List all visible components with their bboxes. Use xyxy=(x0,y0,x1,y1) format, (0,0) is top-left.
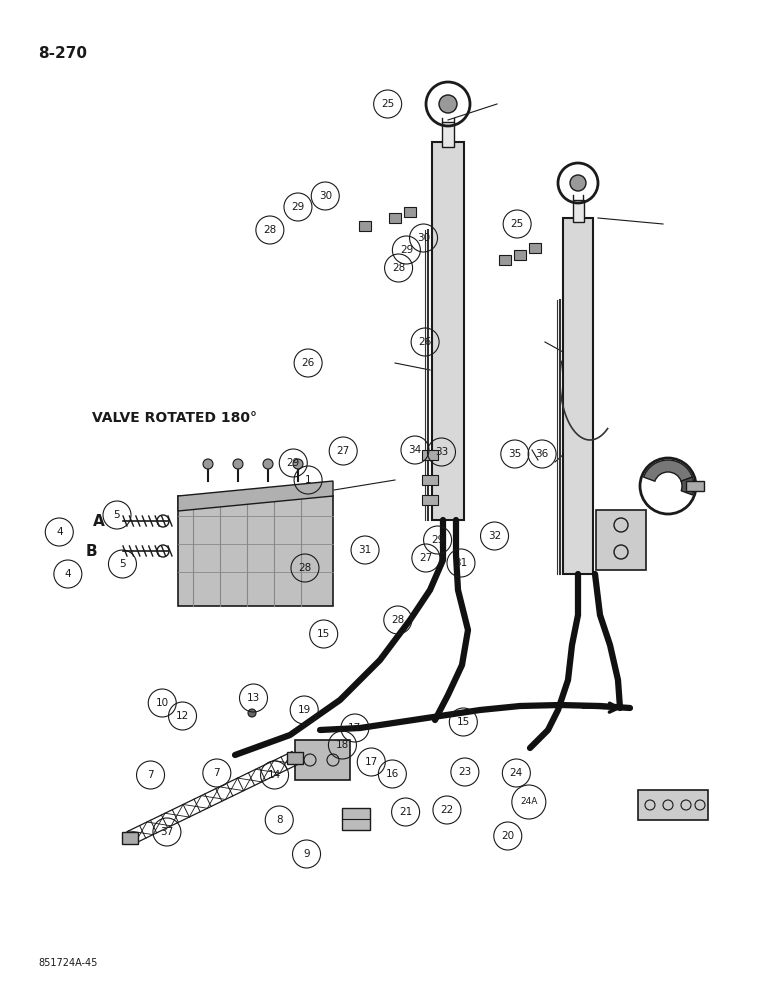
Bar xyxy=(122,832,138,844)
Text: 5: 5 xyxy=(114,510,120,520)
Text: 15: 15 xyxy=(317,629,330,639)
Text: 33: 33 xyxy=(435,447,448,457)
Text: 28: 28 xyxy=(299,563,311,573)
Wedge shape xyxy=(681,477,694,495)
Bar xyxy=(389,213,401,223)
Text: 4: 4 xyxy=(65,569,71,579)
Circle shape xyxy=(248,709,256,717)
Text: VALVE ROTATED 180°: VALVE ROTATED 180° xyxy=(92,411,257,425)
Text: 14: 14 xyxy=(268,770,281,780)
Text: 29: 29 xyxy=(400,245,413,255)
Text: 4: 4 xyxy=(56,527,62,537)
Wedge shape xyxy=(644,460,693,481)
Text: 25: 25 xyxy=(381,99,394,109)
Bar xyxy=(499,255,511,265)
Text: 21: 21 xyxy=(399,807,412,817)
Bar xyxy=(686,481,704,491)
Text: 22: 22 xyxy=(441,805,453,815)
Bar xyxy=(404,207,416,217)
Text: 5: 5 xyxy=(119,559,126,569)
Text: B: B xyxy=(86,544,98,558)
Text: 10: 10 xyxy=(156,698,168,708)
Text: 28: 28 xyxy=(264,225,276,235)
Text: 30: 30 xyxy=(319,191,332,201)
Bar xyxy=(422,475,438,485)
Text: 19: 19 xyxy=(298,705,310,715)
Text: 34: 34 xyxy=(409,445,421,455)
Text: 29: 29 xyxy=(431,535,444,545)
Text: 17: 17 xyxy=(349,723,361,733)
Text: 1: 1 xyxy=(305,475,311,485)
Text: 9: 9 xyxy=(303,849,310,859)
FancyBboxPatch shape xyxy=(178,496,333,606)
Text: 7: 7 xyxy=(214,768,220,778)
Text: 24: 24 xyxy=(510,768,523,778)
Text: 16: 16 xyxy=(386,769,399,779)
Text: 15: 15 xyxy=(457,717,470,727)
Bar xyxy=(563,218,593,574)
Text: 25: 25 xyxy=(511,219,523,229)
Text: 27: 27 xyxy=(420,553,432,563)
Circle shape xyxy=(439,95,457,113)
Text: 7: 7 xyxy=(147,770,154,780)
Text: 28: 28 xyxy=(392,615,404,625)
Circle shape xyxy=(233,459,243,469)
Bar xyxy=(514,250,526,260)
Bar xyxy=(432,142,464,520)
Text: 30: 30 xyxy=(417,233,430,243)
Text: 17: 17 xyxy=(365,757,378,767)
Bar xyxy=(342,808,370,830)
Text: 26: 26 xyxy=(302,358,314,368)
Text: 13: 13 xyxy=(247,693,260,703)
Text: 35: 35 xyxy=(509,449,521,459)
Bar xyxy=(596,510,646,570)
Text: 8: 8 xyxy=(276,815,282,825)
Text: 26: 26 xyxy=(419,337,431,347)
Text: A: A xyxy=(93,514,105,528)
Bar xyxy=(573,200,584,222)
Bar xyxy=(422,495,438,505)
Bar xyxy=(442,122,454,147)
Circle shape xyxy=(203,459,213,469)
Text: 29: 29 xyxy=(287,458,300,468)
Text: 20: 20 xyxy=(502,831,514,841)
Text: 8-270: 8-270 xyxy=(38,46,87,61)
Circle shape xyxy=(293,459,303,469)
Text: 12: 12 xyxy=(176,711,189,721)
Polygon shape xyxy=(178,481,333,511)
Text: 36: 36 xyxy=(536,449,548,459)
Bar xyxy=(359,221,371,231)
Circle shape xyxy=(570,175,586,191)
Text: 32: 32 xyxy=(488,531,501,541)
Text: 31: 31 xyxy=(359,545,371,555)
Text: 29: 29 xyxy=(292,202,304,212)
Bar xyxy=(638,790,708,820)
Bar xyxy=(287,752,303,764)
Text: 31: 31 xyxy=(455,558,467,568)
Text: 18: 18 xyxy=(336,740,349,750)
Text: 37: 37 xyxy=(161,827,173,837)
Text: 24A: 24A xyxy=(520,798,537,806)
Text: 27: 27 xyxy=(337,446,349,456)
Bar xyxy=(295,740,350,780)
Text: 851724A-45: 851724A-45 xyxy=(38,958,98,968)
Text: 28: 28 xyxy=(392,263,405,273)
Bar xyxy=(422,450,438,460)
Circle shape xyxy=(263,459,273,469)
Text: 23: 23 xyxy=(459,767,471,777)
Bar xyxy=(529,243,541,253)
